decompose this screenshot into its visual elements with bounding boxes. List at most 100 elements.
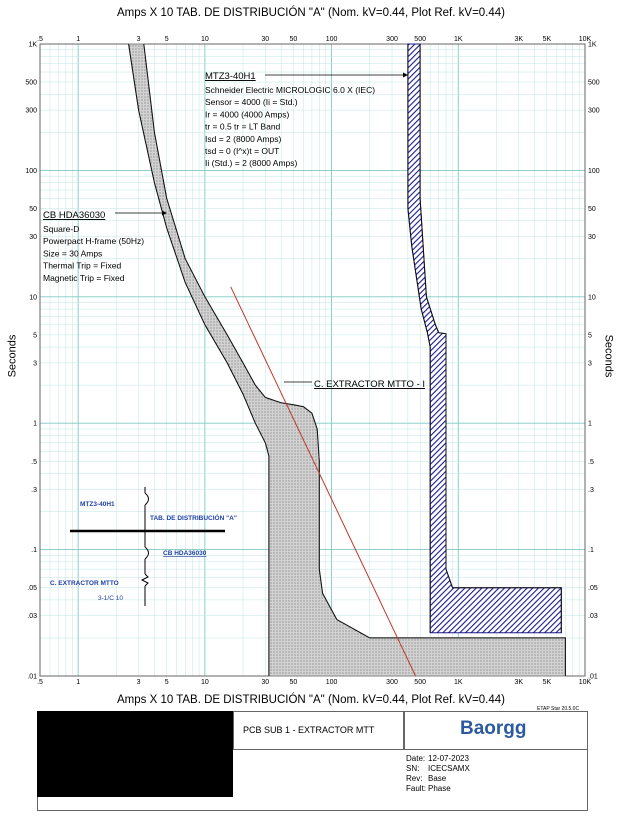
y-tick-label-right: 5: [588, 332, 592, 339]
cb-annotation-line: Size = 30 Amps: [43, 248, 102, 258]
one-line-feeder-breaker-label: CB HDA36030: [163, 550, 207, 557]
rev-label: Rev:: [406, 774, 423, 783]
y-tick-label-left: .01: [27, 674, 37, 681]
x-tick-label-bottom: 50: [290, 679, 298, 686]
cb-leader-arrow: [162, 210, 167, 216]
cb-annotation-line: Powerpact H-frame (50Hz): [43, 236, 144, 246]
company-logo: Baorgg: [460, 718, 527, 739]
mtz3-40h1-band-upper-edge: [419, 44, 562, 633]
x-tick-label-bottom: 5K: [543, 679, 552, 686]
chart-title-top: Amps X 10 TAB. DE DISTRIBUCIÓN "A" (Nom.…: [116, 7, 505, 19]
y-tick-label-left: 300: [25, 108, 37, 115]
x-tick-label-bottom: 10: [201, 679, 209, 686]
y-tick-label-left: 10: [29, 294, 37, 301]
y-tick-label-right: 500: [588, 80, 600, 87]
x-tick-label-bottom: 3: [137, 679, 141, 686]
chart-title-bottom: Amps X 10 TAB. DE DISTRIBUCIÓN "A" (Nom.…: [116, 694, 505, 706]
x-tick-label-top: 3K: [514, 36, 523, 43]
one-line-load-label: C. EXTRACTOR MTTO: [50, 580, 119, 587]
x-tick-label-bottom: 1K: [454, 679, 463, 686]
x-tick-label-top: 500: [414, 36, 426, 43]
cb-annotation-line: Square-D: [43, 224, 79, 234]
x-tick-label-top: 100: [326, 36, 338, 43]
x-tick-label-top: 5K: [543, 36, 552, 43]
x-tick-label-bottom: 300: [386, 679, 398, 686]
x-tick-label-top: 10: [201, 36, 209, 43]
extractor-damage-line: [230, 286, 417, 677]
y-tick-label-left: .5: [31, 459, 37, 466]
x-tick-label-bottom: 3K: [514, 679, 523, 686]
title-block-divider: [233, 749, 586, 750]
date-value: 12-07-2023: [428, 754, 469, 763]
tcc-chart: .5 .5 1 1 3 3 5 5 10 10 30 30 50 50 100 100 300 300 500 500…: [25, 36, 600, 686]
x-tick-label-top: 30: [261, 36, 269, 43]
cb-hda36030-band-lower-edge: [128, 43, 270, 676]
software-version: ETAP Star 20.5.0C: [537, 706, 580, 712]
mtz-annotation-line: Ii (Std.) = 2 (8000 Amps): [205, 158, 298, 168]
y-tick-label-right: .01: [588, 674, 598, 681]
y-tick-label-right: .3: [588, 487, 594, 494]
mtz-annotation-line: Sensor = 4000 (Ii = Std.): [205, 97, 298, 107]
y-tick-label-right: 10: [588, 294, 596, 301]
y-tick-label-left: .05: [27, 585, 37, 592]
cb-hda36030-band-upper-edge: [143, 43, 566, 676]
y-tick-label-left: 1: [33, 421, 37, 428]
mtz-annotation-line: Isd = 2 (8000 Amps): [205, 134, 281, 144]
x-tick-label-top: 5: [165, 36, 169, 43]
load-annotation-title: C. EXTRACTOR MTTO - I: [314, 379, 425, 390]
redacted-block: [37, 711, 233, 797]
x-tick-label-top: 10K: [579, 36, 592, 43]
cb-annotation-title: CB HDA36030: [43, 210, 105, 221]
one-line-bus-label: TAB. DE DISTRIBUCIÓN "A": [150, 513, 237, 522]
y-tick-label-right: .05: [588, 585, 598, 592]
sn-value: ICECSAMX: [428, 764, 470, 773]
y-tick-label-right: 50: [588, 206, 596, 213]
y-tick-label-right: 3: [588, 360, 592, 367]
y-axis-label-right: Seconds: [602, 334, 615, 378]
y-tick-label-right: 300: [588, 108, 600, 115]
mtz3-40h1-band-lower-edge: [407, 44, 431, 633]
sn-label: SN:: [406, 764, 420, 773]
mtz-annotation-line: tsd = 0 (I^x)t = OUT: [205, 146, 279, 156]
y-tick-label-left: .03: [27, 613, 37, 620]
x-tick-label-top: 300: [386, 36, 398, 43]
fault-label: Fault:: [406, 784, 427, 793]
y-tick-label-right: .1: [588, 547, 594, 554]
mtz-annotation-line: tr = 0.5 tr = LT Band: [205, 122, 281, 132]
cb-annotation-line: Thermal Trip = Fixed: [43, 261, 121, 271]
one-line-load-symbol: [140, 573, 149, 587]
mtz-annotation-line: Schneider Electric MICROLOGIC 6.0 X (IEC…: [205, 85, 375, 95]
rev-value: Base: [428, 774, 447, 783]
y-tick-label-left: 3: [33, 360, 37, 367]
x-tick-label-top: .5: [37, 36, 43, 43]
y-tick-label-right: 100: [588, 168, 600, 175]
y-tick-label-right: 1: [588, 421, 592, 428]
y-tick-label-left: 50: [29, 206, 37, 213]
y-tick-label-left: 500: [25, 80, 37, 87]
mtz-leader-arrow: [403, 72, 408, 78]
y-tick-label-left: 1K: [28, 42, 37, 49]
x-tick-label-bottom: 500: [414, 679, 426, 686]
one-line-feeder-breaker-symbol: [144, 546, 149, 560]
x-tick-label-top: 1K: [454, 36, 463, 43]
y-tick-label-right: 30: [588, 234, 596, 241]
date-label: Date:: [406, 754, 426, 763]
x-tick-label-bottom: 5: [165, 679, 169, 686]
cb-annotation-line: Magnetic Trip = Fixed: [43, 273, 125, 283]
x-tick-label-bottom: .5: [37, 679, 43, 686]
fault-value: Phase: [428, 784, 451, 793]
y-axis-label-left: Seconds: [6, 334, 19, 378]
y-tick-label-left: 30: [29, 234, 37, 241]
cb-hda36030-band: [128, 43, 566, 677]
x-tick-label-bottom: 30: [261, 679, 269, 686]
y-tick-label-left: 5: [33, 332, 37, 339]
mtz-annotation-title: MTZ3-40H1: [205, 71, 256, 82]
y-tick-label-left: .3: [31, 487, 37, 494]
x-tick-label-bottom: 100: [326, 679, 338, 686]
one-line-main-breaker-symbol: [144, 492, 149, 506]
x-tick-label-bottom: 1: [76, 679, 80, 686]
one-line-cable-label: 3-1/C 10: [98, 595, 123, 602]
x-tick-label-top: 1: [76, 36, 80, 43]
y-tick-label-right: .03: [588, 613, 598, 620]
x-tick-label-bottom: 10K: [579, 679, 592, 686]
